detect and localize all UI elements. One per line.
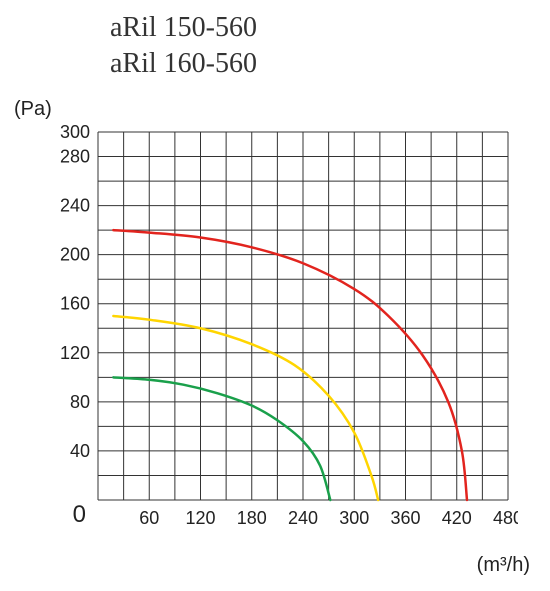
x-tick-label: 480 xyxy=(493,508,518,528)
x-tick-label: 60 xyxy=(139,508,159,528)
x-tick-label: 240 xyxy=(288,508,318,528)
green-curve xyxy=(113,377,330,500)
y-tick-label: 120 xyxy=(60,343,90,363)
chart-svg: 40 80 120 160 200 240 280 300 60 120 180 240 300 360 4… xyxy=(58,120,518,550)
title-line-1: aRil 150-560 xyxy=(110,10,257,46)
x-axis-unit-label: (m³/h) xyxy=(477,554,530,577)
x-tick-label: 360 xyxy=(390,508,420,528)
y-tick-label: 200 xyxy=(60,245,90,265)
chart-titles: aRil 150-560 aRil 160-560 xyxy=(110,10,257,83)
zero-label: 0 xyxy=(73,501,86,528)
y-tick-label: 300 xyxy=(60,122,90,142)
y-tick-label: 40 xyxy=(70,441,90,461)
x-tick-label: 120 xyxy=(185,508,215,528)
y-tick-label: 80 xyxy=(70,392,90,412)
y-axis-unit-label: (Pa) xyxy=(14,98,52,121)
red-curve xyxy=(113,230,467,500)
y-tick-label: 280 xyxy=(60,147,90,167)
x-tick-label: 300 xyxy=(339,508,369,528)
title-line-2: aRil 160-560 xyxy=(110,46,257,82)
y-tick-label: 160 xyxy=(60,294,90,314)
yellow-curve xyxy=(113,316,378,500)
x-tick-label: 180 xyxy=(237,508,267,528)
x-tick-label: 420 xyxy=(442,508,472,528)
y-tick-label: 240 xyxy=(60,196,90,216)
chart-area: 40 80 120 160 200 240 280 300 60 120 180 240 300 360 4… xyxy=(58,120,518,550)
